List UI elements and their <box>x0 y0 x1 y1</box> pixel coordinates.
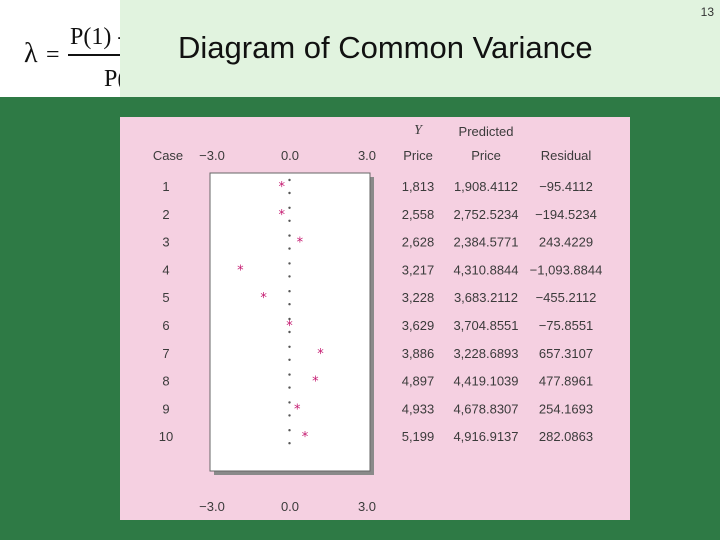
zero-reference-dot <box>288 414 291 417</box>
predicted-value: 4,916.9137 <box>453 429 518 444</box>
residual-plot-table: Case −3.0 0.0 3.0 Y Price Predicted Pric… <box>153 123 603 514</box>
price-value: 1,813 <box>402 179 435 194</box>
case-number: 8 <box>162 374 169 389</box>
zero-reference-dot <box>288 178 291 182</box>
price-value: 2,628 <box>402 235 435 250</box>
predicted-value: 3,683.2112 <box>454 290 518 305</box>
zero-reference-dot <box>288 386 291 389</box>
residual-marker: * <box>286 319 293 334</box>
predicted-value: 2,384.5771 <box>453 235 518 250</box>
zero-reference-dot <box>288 206 291 209</box>
zero-reference-dot <box>288 275 291 278</box>
axis-tick-bottom-neg: −3.0 <box>199 499 225 514</box>
formula-denominator: P( <box>104 66 120 92</box>
predicted-value: 2,752.5234 <box>453 207 518 222</box>
price-value: 4,897 <box>402 374 435 389</box>
residual-value: −455.2112 <box>536 290 597 305</box>
case-number: 7 <box>162 346 169 361</box>
zero-reference-dot <box>288 234 291 237</box>
zero-reference-dot <box>288 290 291 293</box>
residual-value: −75.8551 <box>539 318 594 333</box>
slide-title: Diagram of Common Variance <box>178 30 593 65</box>
table-rows: 1 1,813 1,908.4112 −95.4112 * 2 2,558 2,752.523… <box>159 178 603 445</box>
zero-reference-dot <box>288 219 291 222</box>
residual-marker: * <box>302 430 309 445</box>
slide-number: 13 <box>700 5 714 19</box>
residual-marker: * <box>260 291 267 306</box>
price-value: 3,217 <box>402 262 435 277</box>
axis-tick-top-pos: 3.0 <box>358 148 376 163</box>
case-number: 1 <box>162 179 169 194</box>
residual-marker: * <box>279 180 286 195</box>
zero-reference-dot <box>288 401 291 404</box>
zero-reference-dot <box>288 330 291 334</box>
formula-fragment: λ = P(1) - P( <box>24 24 120 92</box>
zero-reference-dot <box>288 317 291 321</box>
residual-marker: * <box>317 347 324 362</box>
zero-reference-dot <box>288 345 291 348</box>
price-value: 3,228 <box>402 290 435 305</box>
case-number: 5 <box>162 290 169 305</box>
residual-value: −95.4112 <box>539 179 593 194</box>
title-banner: λ = P(1) - P( Diagram of Common Variance… <box>0 0 720 97</box>
residual-marker: * <box>237 263 244 278</box>
axis-tick-bottom-zero: 0.0 <box>281 499 299 514</box>
residual-value: 477.8961 <box>539 374 593 389</box>
axis-tick-top-neg: −3.0 <box>199 148 225 163</box>
zero-reference-dot <box>288 358 291 361</box>
formula-numerator: P(1) - <box>70 24 120 50</box>
predicted-value: 3,228.6893 <box>453 346 518 361</box>
residual-value: 243.4229 <box>539 235 593 250</box>
header-price: Price <box>403 148 433 163</box>
price-value: 4,933 <box>402 401 435 416</box>
zero-reference-dot <box>288 373 291 376</box>
predicted-value: 4,419.1039 <box>453 374 518 389</box>
residual-value: 254.1693 <box>539 401 593 416</box>
case-number: 6 <box>162 318 169 333</box>
formula-equals: = <box>46 42 60 68</box>
header-predicted-price: Price <box>471 148 501 163</box>
residual-value: 657.3107 <box>539 346 593 361</box>
zero-reference-dot <box>288 442 291 445</box>
case-number: 2 <box>162 207 169 222</box>
price-value: 2,558 <box>402 207 435 222</box>
residual-marker: * <box>312 375 319 390</box>
predicted-value: 1,908.4112 <box>454 179 518 194</box>
header-y-symbol: Y <box>414 123 424 138</box>
zero-reference-dot <box>288 262 291 265</box>
formula-image: λ = P(1) - P( <box>0 0 120 97</box>
zero-reference-dot <box>288 303 291 306</box>
predicted-value: 3,704.8551 <box>453 318 518 333</box>
header-residual: Residual <box>541 148 592 163</box>
residual-value: −194.5234 <box>535 207 597 222</box>
plot-box <box>209 172 371 472</box>
residual-table-figure: Case −3.0 0.0 3.0 Y Price Predicted Pric… <box>120 117 630 520</box>
header-predicted: Predicted <box>459 124 514 139</box>
header-case: Case <box>153 148 183 163</box>
price-value: 3,886 <box>402 346 435 361</box>
zero-reference-dot <box>288 191 291 195</box>
residual-value: 282.0863 <box>539 429 593 444</box>
case-number: 4 <box>162 262 169 277</box>
case-number: 3 <box>162 235 169 250</box>
zero-reference-dot <box>288 429 291 432</box>
axis-tick-top-zero: 0.0 <box>281 148 299 163</box>
price-value: 3,629 <box>402 318 435 333</box>
residual-value: −1,093.8844 <box>530 262 603 277</box>
predicted-value: 4,678.8307 <box>453 401 518 416</box>
predicted-value: 4,310.8844 <box>453 262 518 277</box>
price-value: 5,199 <box>402 429 435 444</box>
residual-marker: * <box>297 236 304 251</box>
formula-lambda: λ <box>24 38 38 69</box>
zero-reference-dot <box>288 247 291 250</box>
residual-marker: * <box>279 208 286 223</box>
residual-marker: * <box>294 402 301 417</box>
axis-tick-bottom-pos: 3.0 <box>358 499 376 514</box>
case-number: 10 <box>159 429 173 444</box>
case-number: 9 <box>162 401 169 416</box>
